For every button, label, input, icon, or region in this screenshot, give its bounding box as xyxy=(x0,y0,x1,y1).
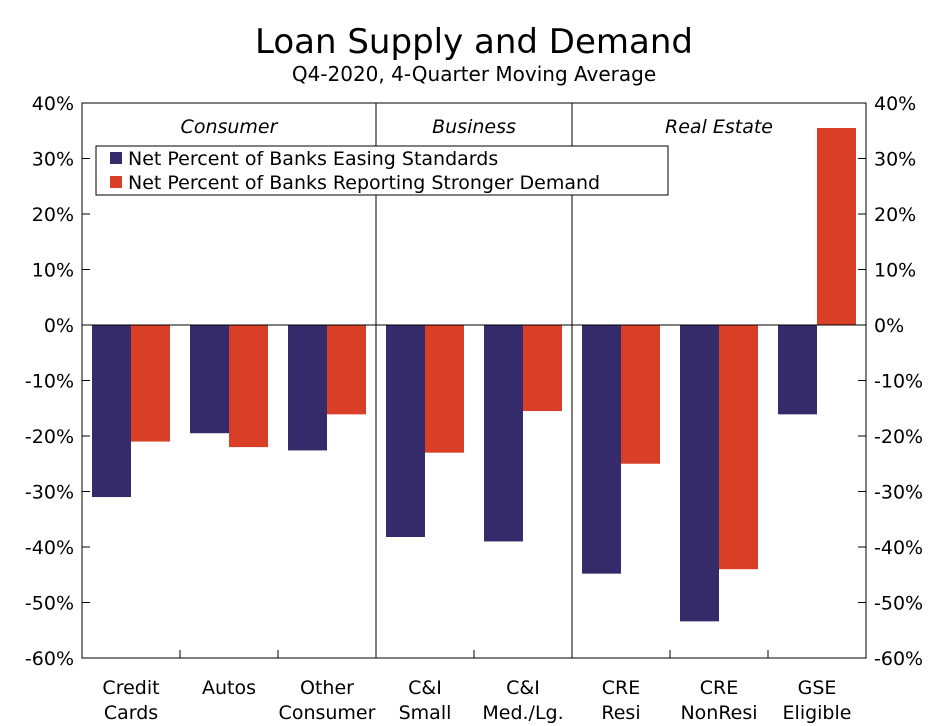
chart-title: Loan Supply and Demand xyxy=(255,22,693,62)
bar-demand-4 xyxy=(523,325,562,412)
bar-demand-7 xyxy=(817,127,856,325)
group-label-real-estate: Real Estate xyxy=(665,116,773,138)
bar-easing-5 xyxy=(582,325,621,574)
bar-easing-7 xyxy=(778,325,817,415)
x-label-line1: Other xyxy=(300,677,354,699)
y-tick-label-right: -50% xyxy=(874,593,923,615)
x-label-line2: Cards xyxy=(104,702,158,724)
y-tick-label-right: 10% xyxy=(874,260,916,282)
bar-easing-2 xyxy=(288,325,327,451)
x-label-line2: Med./Lg. xyxy=(482,702,563,724)
x-label-line2: Resi xyxy=(601,702,640,724)
x-label-line1: C&I xyxy=(408,677,442,699)
y-tick-label-left: -50% xyxy=(25,593,74,615)
y-tick-label-right: 30% xyxy=(874,149,916,171)
bar-demand-0 xyxy=(131,325,170,442)
y-tick-label-left: 0% xyxy=(44,315,74,337)
group-label-consumer: Consumer xyxy=(181,116,279,138)
x-label-line2: Eligible xyxy=(783,702,852,724)
y-tick-label-left: 30% xyxy=(32,149,74,171)
legend-label-1: Net Percent of Banks Reporting Stronger … xyxy=(128,172,600,194)
y-tick-label-right: -40% xyxy=(874,537,923,559)
group-label-business: Business xyxy=(432,116,516,138)
bar-demand-1 xyxy=(229,325,268,448)
y-tick-label-left: -60% xyxy=(25,648,74,670)
x-label-line1: CRE xyxy=(602,677,640,699)
x-label-line1: GSE xyxy=(798,677,837,699)
y-tick-label-right: -60% xyxy=(874,648,923,670)
bar-easing-4 xyxy=(484,325,523,542)
bar-demand-6 xyxy=(719,325,758,570)
x-label-line2: Small xyxy=(399,702,452,724)
x-label-line1: C&I xyxy=(506,677,540,699)
x-label-line2: Consumer xyxy=(279,702,376,724)
y-tick-label-left: -40% xyxy=(25,537,74,559)
bar-easing-0 xyxy=(92,325,131,498)
bar-easing-6 xyxy=(680,325,719,622)
y-tick-label-left: -20% xyxy=(25,426,74,448)
legend-label-0: Net Percent of Banks Easing Standards xyxy=(128,148,498,170)
y-tick-label-right: 20% xyxy=(874,204,916,226)
y-tick-label-left: -10% xyxy=(25,371,74,393)
bar-easing-3 xyxy=(386,325,425,538)
chart-subtitle: Q4-2020, 4-Quarter Moving Average xyxy=(291,62,657,86)
x-label-line1: Autos xyxy=(202,677,256,699)
y-tick-label-left: -30% xyxy=(25,482,74,504)
legend-swatch-1 xyxy=(110,176,122,188)
y-tick-label-right: -20% xyxy=(874,426,923,448)
x-label-line2: NonResi xyxy=(680,702,757,724)
bar-demand-3 xyxy=(425,325,464,453)
y-tick-label-right: -10% xyxy=(874,371,923,393)
y-tick-label-right: 40% xyxy=(874,93,916,115)
x-label-line1: Credit xyxy=(102,677,159,699)
x-label-line1: CRE xyxy=(700,677,738,699)
y-tick-label-left: 40% xyxy=(32,93,74,115)
bar-demand-5 xyxy=(621,325,660,464)
bar-easing-1 xyxy=(190,325,229,434)
legend-box xyxy=(95,145,669,196)
y-tick-label-right: 0% xyxy=(874,315,904,337)
y-tick-label-left: 10% xyxy=(32,260,74,282)
y-tick-label-left: 20% xyxy=(32,204,74,226)
legend-swatch-0 xyxy=(110,152,122,164)
bar-demand-2 xyxy=(327,325,366,415)
y-tick-label-right: -30% xyxy=(874,482,923,504)
